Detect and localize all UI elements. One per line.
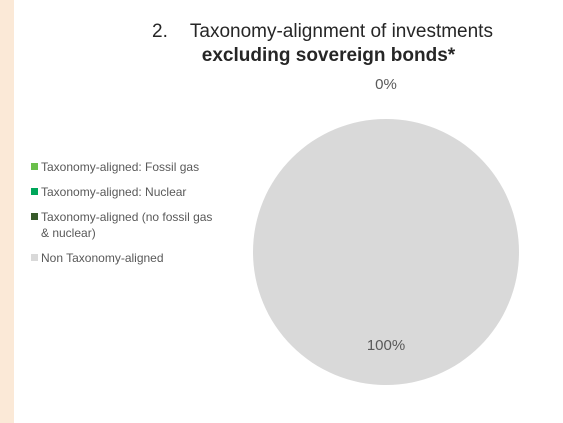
legend-swatch-nuclear xyxy=(31,188,38,195)
data-label-top: 0% xyxy=(375,76,397,93)
legend-swatch-fossil-gas xyxy=(31,163,38,170)
chart-title-line1: 2. Taxonomy-alignment of investments xyxy=(14,20,563,44)
legend-label-non-aligned: Non Taxonomy-aligned xyxy=(41,251,164,265)
chart-title: 2. Taxonomy-alignment of investments excl… xyxy=(14,20,563,68)
legend-swatch-non-aligned xyxy=(31,254,38,261)
legend-item-aligned-other: Taxonomy-aligned (no fossil gas & nuclea… xyxy=(31,209,221,241)
pie-slice-non-taxonomy-aligned xyxy=(253,119,519,385)
data-label-main: 100% xyxy=(367,337,405,354)
legend-label-nuclear: Taxonomy-aligned: Nuclear xyxy=(41,185,187,199)
legend-label-fossil-gas: Taxonomy-aligned: Fossil gas xyxy=(41,160,200,174)
legend-item-nuclear: Taxonomy-aligned: Nuclear xyxy=(31,184,221,200)
legend-item-non-aligned: Non Taxonomy-aligned xyxy=(31,250,221,266)
chart-title-text: Taxonomy-alignment of investments xyxy=(189,21,493,42)
chart-subtitle: excluding sovereign bonds* xyxy=(201,45,456,66)
chart-legend: Taxonomy-aligned: Fossil gas Taxonomy-al… xyxy=(31,159,221,275)
legend-label-aligned-other: Taxonomy-aligned (no fossil gas & nuclea… xyxy=(41,210,213,240)
chart-title-number: 2. xyxy=(152,21,168,42)
page-margin xyxy=(0,0,14,423)
legend-item-fossil-gas: Taxonomy-aligned: Fossil gas xyxy=(31,159,221,175)
legend-swatch-aligned-other xyxy=(31,213,38,220)
